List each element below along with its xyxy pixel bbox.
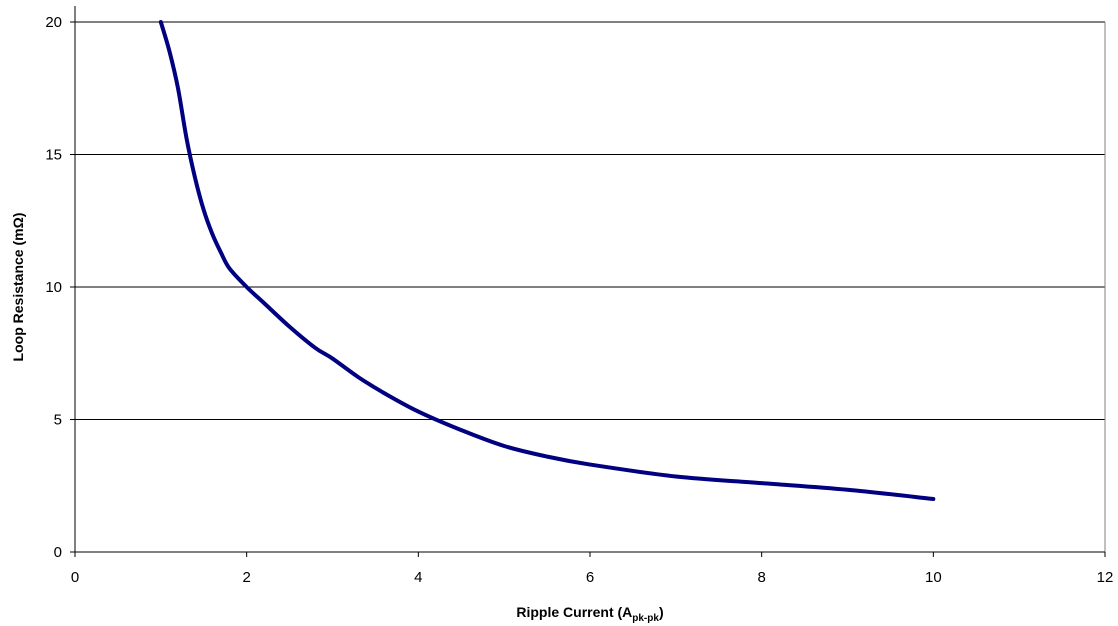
x-tick-label: 4: [414, 569, 422, 586]
y-tick-label: 15: [45, 147, 62, 164]
x-axis-title-subscript: pk-pk: [632, 613, 659, 624]
x-tick-label: 2: [242, 569, 250, 586]
grid-lines: [75, 21, 1105, 420]
y-axis-title: Loop Resistance (mΩ): [10, 213, 26, 362]
x-tick-label: 0: [71, 569, 79, 586]
series-line-0: [158, 20, 936, 501]
tick-labels: 0 5 10 15 20 0 2 4 6 8 10 12: [45, 14, 1113, 586]
axes: [70, 6, 1106, 557]
x-tick-label: 6: [586, 569, 594, 586]
x-tick-label: 8: [757, 569, 765, 586]
x-axis-title-main: Ripple Current (A: [516, 604, 632, 620]
x-axis-title: Ripple Current (Apk-pk): [516, 604, 663, 624]
series-layer: [158, 20, 936, 501]
y-tick-label: 0: [54, 544, 62, 561]
x-tick-label: 12: [1097, 569, 1114, 586]
x-tick-label: 10: [925, 569, 942, 586]
x-axis-title-suffix: ): [659, 604, 664, 620]
y-tick-label: 10: [45, 279, 62, 296]
y-tick-label: 5: [54, 412, 62, 429]
y-tick-label: 20: [45, 14, 62, 31]
